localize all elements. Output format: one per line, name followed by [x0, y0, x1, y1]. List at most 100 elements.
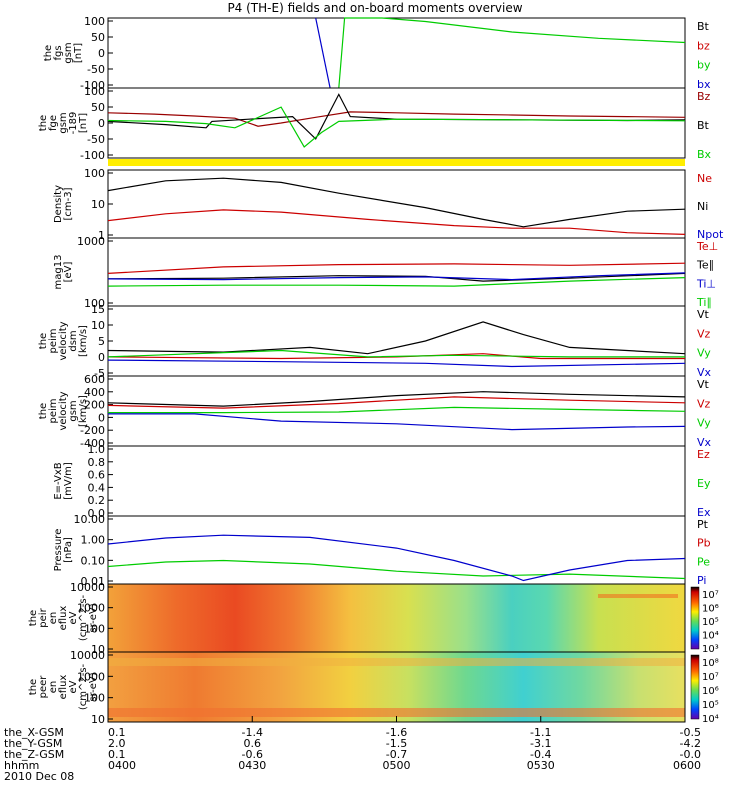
y-tick-label: -100 [80, 149, 105, 162]
legend-entry: Vx [697, 366, 712, 379]
y-tick-label: 100 [84, 297, 105, 310]
footer-cell: 0400 [108, 759, 136, 772]
legend-entry: Bt [697, 119, 710, 132]
fge-ylabel: the fge gsm -189 [nT] [38, 112, 89, 135]
y-tick-label: 100 [84, 692, 105, 705]
y-tick-label: 1000 [77, 602, 105, 615]
legend-entry: Pt [697, 518, 709, 531]
velocity2-series-Vz [107, 396, 686, 409]
y-tick-label: 100 [84, 167, 105, 180]
legend-entry: by [697, 59, 711, 72]
ylabel-line: gsm [58, 112, 69, 133]
ylabel-line: eflux [58, 606, 69, 631]
density-frame [107, 169, 686, 239]
footer-cell: -1.1 [530, 726, 551, 739]
ylabel-line: (cm^2-s- [78, 594, 89, 641]
legend-entry: Ni [697, 200, 708, 213]
ylabel-line: -189 [68, 112, 79, 135]
ylabel-line: eV [68, 680, 79, 693]
density-series-Ne [107, 209, 686, 235]
footer-cell: 0600 [673, 759, 701, 772]
y-tick-label: 0.8 [88, 456, 106, 469]
legend-entry: Ez [697, 448, 710, 461]
y-tick-label: -50 [87, 63, 105, 76]
footer-row-label: the_X-GSM [4, 726, 64, 739]
temp-series-Ti∥ [107, 277, 686, 287]
velocity1-series-Vx [107, 359, 686, 368]
y-tick-label: 10 [91, 319, 105, 332]
footer-cell: 2.0 [108, 737, 126, 750]
peir-band-high [598, 594, 678, 598]
ylabel-line: [mV/m] [63, 462, 74, 500]
footer-cell: 0.6 [244, 737, 262, 750]
peer-colorbar [690, 654, 700, 720]
ylabel-line: eV [68, 611, 79, 624]
legend-entry: Vy [697, 417, 711, 430]
colorbar-tick-label: 10⁴ [702, 714, 719, 725]
ylabel-line: sr-eV) [88, 672, 99, 701]
y-tick-label: 1000 [77, 670, 105, 683]
density-ylabel: Density [cm-3] [53, 185, 74, 223]
colorbar-tick-label: 10⁵ [702, 617, 719, 628]
footer-cell: -0.6 [242, 748, 263, 761]
figure-title: P4 (TH-E) fields and on-board moments ov… [227, 1, 523, 15]
ylabel-line: [nT] [78, 113, 89, 133]
legend-entry: Npot [697, 228, 724, 241]
ylabel-line: peer [38, 675, 49, 699]
legend-entry: Ne [697, 172, 712, 185]
footer-cell: -3.1 [530, 737, 551, 750]
ylabel-line: gsm [68, 400, 79, 421]
legend-entry: Pb [697, 537, 711, 550]
y-tick-label: 5 [98, 335, 105, 348]
ylabel-line: the [28, 610, 39, 626]
temp-series-Te⊥ [107, 262, 686, 274]
y-tick-label: 10.00 [74, 513, 106, 526]
velocity2-series-Vt [107, 391, 686, 407]
y-tick-label: -400 [80, 437, 105, 450]
y-tick-label: 1 [98, 229, 105, 242]
colorbar-tick-label: 10⁷ [702, 672, 719, 683]
ylabel-line: the [38, 333, 49, 349]
footer-cell: -0.7 [386, 748, 407, 761]
ylabel-line: [nPa] [63, 537, 74, 563]
ylabel-line: [km/s] [78, 325, 89, 357]
fge-series-Bx [107, 106, 686, 148]
velocity2-ylabel: the peim velocity gsm [km/s] [38, 391, 89, 430]
y-tick-label: 0.4 [88, 481, 106, 494]
legend-entry: Vy [697, 347, 711, 360]
fgs-series-by [338, 17, 686, 89]
legend-entry: Vt [697, 378, 710, 391]
y-tick-label: 0 [98, 351, 105, 364]
y-tick-label: 10 [91, 713, 105, 726]
colorbar-tick-label: 10⁸ [702, 658, 719, 669]
ylabel-line: peim [48, 398, 59, 423]
peir-spectrogram [108, 584, 685, 652]
ylabel-line: en [48, 612, 59, 625]
footer-row-label: the_Z-GSM [4, 748, 64, 761]
ylabel-line: Density [53, 185, 64, 223]
colorbar-tick-label: 10³ [702, 644, 719, 655]
ylabel-line: velocity [58, 321, 69, 360]
pressure-ylabel: Pressure [nPa] [53, 529, 74, 572]
fgs-series-bx [315, 17, 331, 89]
ylabel-line: the [38, 115, 49, 131]
y-tick-label: -100 [80, 79, 105, 92]
legend-entry: Bz [697, 90, 711, 103]
y-tick-label: 1.0 [88, 443, 106, 456]
ylabel-line: velocity [58, 391, 69, 430]
y-tick-label: 0.10 [81, 554, 106, 567]
y-tick-label: 0 [98, 411, 105, 424]
efield-ylabel: E=-VxB [mV/m] [53, 462, 74, 500]
y-tick-label: 0.2 [88, 494, 106, 507]
footer-cell: -0.5 [680, 726, 701, 739]
ylabel-line: en [48, 681, 59, 694]
colorbar-tick-label: 10⁶ [702, 604, 719, 615]
velocity2-series-Vx [108, 413, 686, 431]
y-tick-label: 0.6 [88, 469, 106, 482]
footer-date: 2010 Dec 08 [4, 770, 74, 783]
pressure-frame [107, 515, 686, 585]
footer-cell: -0.0 [680, 748, 701, 761]
legend-entry: Bt [697, 20, 710, 33]
velocity2-series-Vy [108, 406, 686, 414]
